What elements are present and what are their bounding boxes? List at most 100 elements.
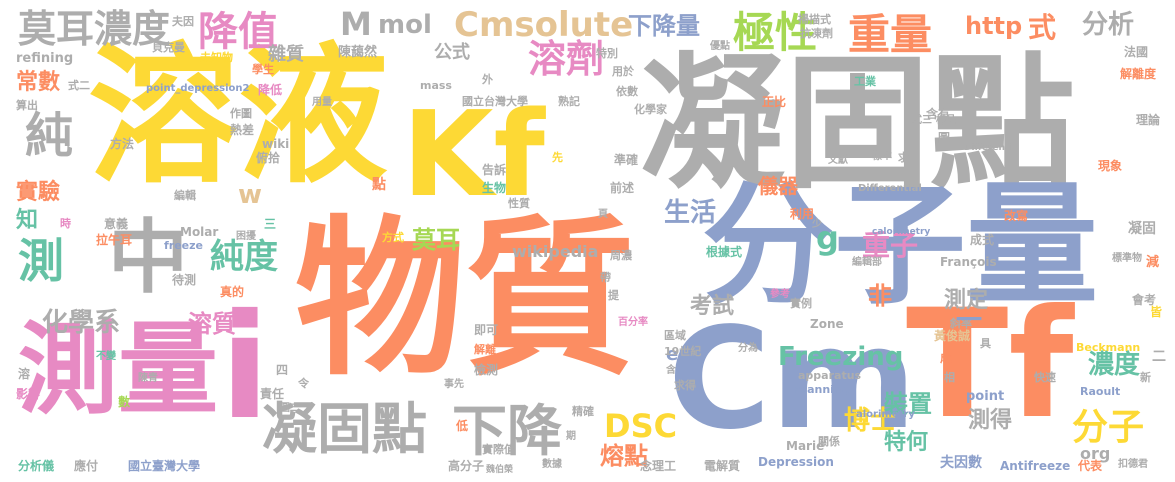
cloud-word: 精確 xyxy=(572,405,594,418)
cloud-word: 點 xyxy=(372,177,386,193)
cloud-word: 成式 xyxy=(970,233,995,247)
cloud-word: apparatus xyxy=(798,369,862,382)
cloud-word: 區域 xyxy=(664,329,686,342)
cloud-word: 熟記 xyxy=(558,95,580,108)
cloud-word: 純度 xyxy=(210,237,278,277)
cloud-word: 分析儀 xyxy=(18,459,55,473)
cloud-word: 標準物 xyxy=(1112,253,1142,264)
cloud-word: 責任 xyxy=(260,387,285,401)
cloud-word: 作圖 xyxy=(230,107,252,120)
cloud-word: Zone xyxy=(810,317,844,331)
cloud-word: François xyxy=(940,255,997,269)
cloud-word: 中 xyxy=(108,211,188,304)
cloud-word: 生物 xyxy=(482,181,507,195)
cloud-word: 新 xyxy=(1140,371,1151,384)
cloud-word: 魏伯榮 xyxy=(486,465,514,475)
cloud-word: 電解質 xyxy=(704,459,741,473)
cloud-word: 不變 xyxy=(96,351,116,362)
cloud-word: 數據 xyxy=(542,459,562,470)
cloud-word: mass xyxy=(420,79,452,92)
cloud-word: 濃度 xyxy=(1088,350,1141,380)
cloud-word: Kf xyxy=(402,85,545,223)
cloud-word: wiki xyxy=(262,137,290,151)
cloud-word: 事先 xyxy=(444,379,464,390)
cloud-word: 扣德君 xyxy=(1118,459,1148,470)
cloud-word: Differential xyxy=(858,183,922,194)
cloud-word: 困擾 xyxy=(236,231,256,242)
cloud-word: org xyxy=(1080,444,1111,463)
cloud-word: 用量 xyxy=(312,97,332,108)
cloud-word: 求得 xyxy=(674,379,696,392)
cloud-word: 雜質 xyxy=(268,44,304,65)
cloud-word: 告訴 xyxy=(482,163,507,177)
cloud-word: 測量 xyxy=(18,311,218,428)
cloud-word: 減 xyxy=(1146,255,1160,270)
cloud-word: 先 xyxy=(552,151,563,164)
cloud-word: 求 xyxy=(898,151,909,164)
cloud-word: 測 xyxy=(18,234,64,288)
cloud-word: Molar xyxy=(180,225,219,239)
cloud-word: 俯拾 xyxy=(256,151,281,165)
cloud-word: 掃描式 xyxy=(798,13,831,26)
cloud-word: Cm xyxy=(668,298,917,461)
cloud-word: DSC xyxy=(604,407,678,445)
cloud-word: 法國 xyxy=(1124,45,1149,59)
cloud-word: 生活 xyxy=(664,198,717,228)
cloud-word: 快速 xyxy=(1034,371,1056,384)
cloud-word: 分為 xyxy=(738,343,758,354)
cloud-word: 重量 xyxy=(848,10,933,59)
cloud-word: Depression xyxy=(758,455,834,469)
cloud-word: 凝固 xyxy=(1128,221,1156,237)
cloud-word: 凝固點 xyxy=(640,40,1075,209)
cloud-word: M xyxy=(340,5,372,43)
cloud-word: 國立臺灣大學 xyxy=(128,459,201,473)
cloud-word: Freezing xyxy=(778,342,904,372)
cloud-word: 公式 xyxy=(434,42,470,63)
cloud-word: 19世紀 xyxy=(664,345,702,358)
cloud-word: 性質 xyxy=(508,197,530,210)
cloud-word: 下降量 xyxy=(628,12,700,40)
cloud-word: 相 xyxy=(944,371,955,384)
cloud-word: 理論 xyxy=(1136,113,1161,127)
cloud-word: 檢測 xyxy=(474,363,499,377)
cloud-word: 含有 xyxy=(926,107,951,121)
cloud-word: 外 xyxy=(482,73,493,86)
cloud-word: 降值 xyxy=(198,9,278,55)
cloud-word: w xyxy=(238,180,263,210)
cloud-word: 參考 xyxy=(770,289,790,300)
cloud-word: 特何 xyxy=(884,430,929,455)
cloud-word: 編輯 xyxy=(174,189,196,202)
cloud-word: 考試 xyxy=(690,294,735,319)
cloud-word: 待測 xyxy=(172,273,197,287)
cloud-word: i xyxy=(220,283,270,452)
cloud-word: 高分子 xyxy=(448,459,485,473)
cloud-word: 四 xyxy=(276,363,289,377)
cloud-word: 裝置 xyxy=(884,390,932,418)
cloud-word: 溶液 xyxy=(88,30,389,204)
cloud-word: 一 xyxy=(956,306,983,336)
cloud-word: 熔點 xyxy=(600,442,648,470)
cloud-word: 溶 xyxy=(18,367,31,381)
cloud-word: 國立台灣大學 xyxy=(462,95,528,108)
cloud-word: 用於 xyxy=(612,65,634,78)
cloud-word: 未知物 xyxy=(200,51,233,64)
cloud-word: 準確 xyxy=(614,153,639,167)
cloud-word: 斜率 xyxy=(950,317,972,330)
cloud-word: 常數 xyxy=(16,70,61,95)
cloud-word: 式 xyxy=(1028,11,1057,44)
cloud-word: 前述 xyxy=(610,181,635,195)
cloud-word: 皆 xyxy=(1150,305,1163,319)
cloud-word: 解離 xyxy=(474,343,496,356)
cloud-word: 依數 xyxy=(616,85,638,98)
cloud-word: Beckmann xyxy=(1076,341,1141,354)
cloud-word: 提 xyxy=(608,289,619,302)
cloud-word: 測得 xyxy=(968,408,1013,433)
cloud-word: 根據式 xyxy=(706,245,743,259)
cloud-word: 重子 xyxy=(862,229,919,262)
cloud-word: 實例 xyxy=(790,297,812,310)
cloud-word: 具 xyxy=(980,337,991,350)
cloud-word: 莫耳濃度 xyxy=(18,7,171,51)
cloud-word: 成 xyxy=(940,351,953,365)
cloud-word: 應付 xyxy=(74,459,99,473)
